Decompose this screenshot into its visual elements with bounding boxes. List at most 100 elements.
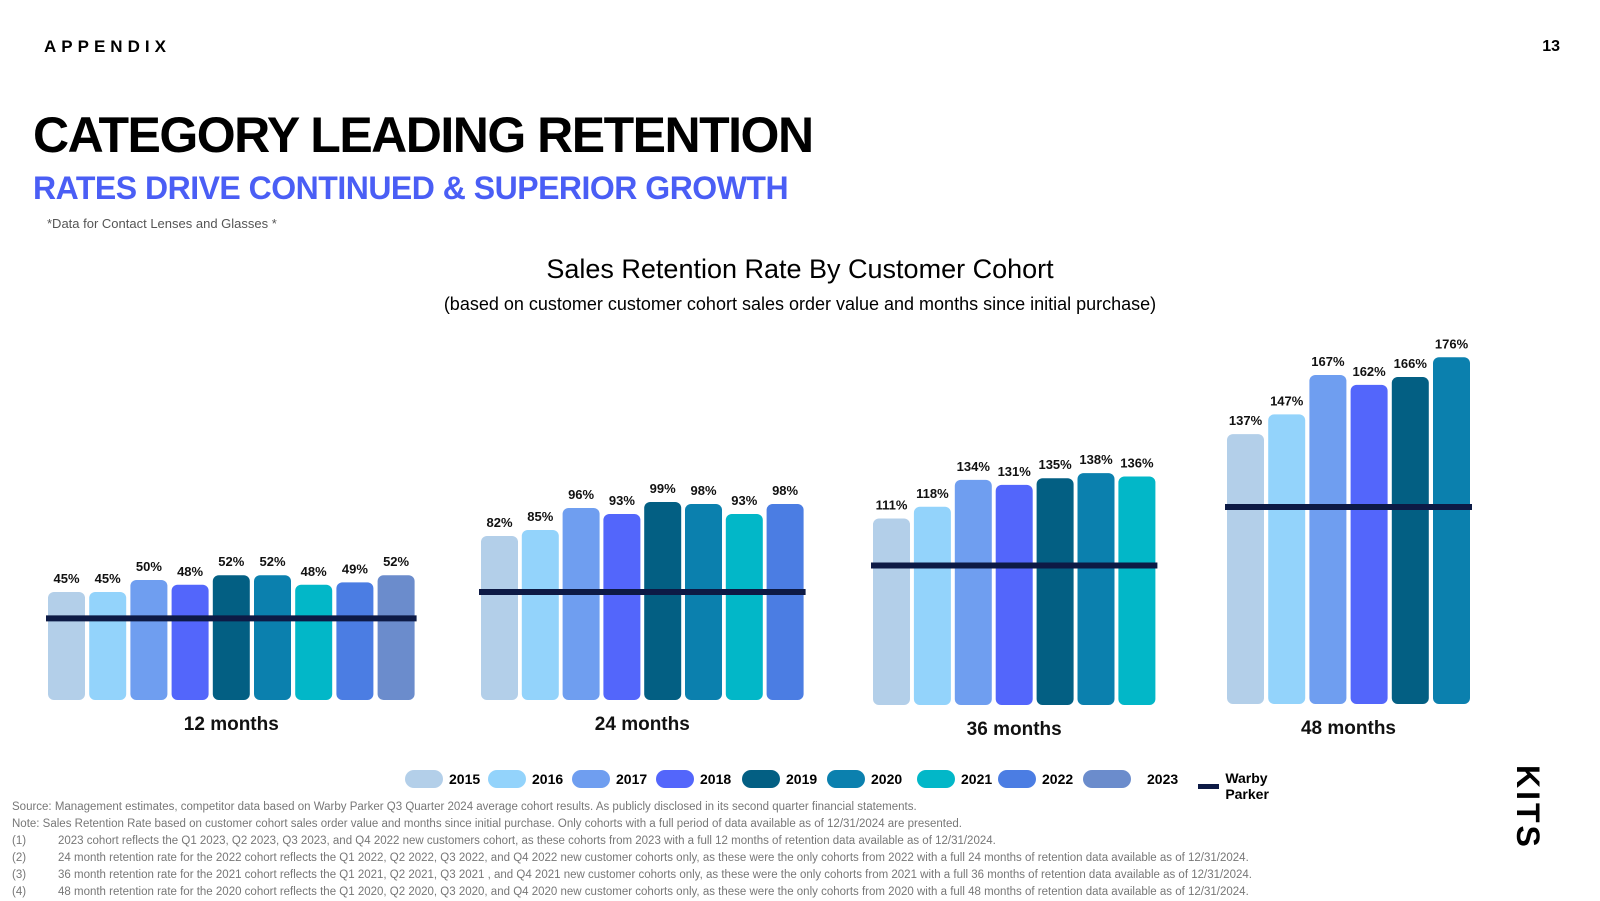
group-label: 24 months xyxy=(595,714,690,735)
footnote-item: (3) 36 month retention rate for the 2021 … xyxy=(12,867,1252,884)
legend-item-2015: 2015 xyxy=(405,770,480,788)
legend-label: 2019 xyxy=(786,771,818,787)
data-label: 98% xyxy=(772,483,798,498)
section-label: APPENDIX xyxy=(44,37,171,56)
bar xyxy=(1077,473,1115,705)
group-label: 12 months xyxy=(184,714,279,735)
footnote-number: (4) xyxy=(12,886,27,898)
data-label: 52% xyxy=(259,554,285,569)
chart-subtitle: (based on customer customer cohort sales… xyxy=(443,294,1157,314)
bar xyxy=(603,514,641,700)
footnote-item: (2) 24 month retention rate for the 2022 … xyxy=(12,850,1252,867)
data-label: 50% xyxy=(136,559,162,574)
legend-label: Warby Parker xyxy=(1225,770,1269,802)
bar xyxy=(1391,376,1429,704)
data-label: 166% xyxy=(1394,356,1428,371)
legend-item-2023: 2023 xyxy=(1083,770,1178,788)
footnote-text: 36 month retention rate for the 2021 coh… xyxy=(58,869,1252,881)
data-label: 49% xyxy=(342,561,368,576)
data-label: 147% xyxy=(1270,393,1304,408)
legend-swatch xyxy=(742,770,780,788)
bar xyxy=(336,582,374,700)
legend-swatch xyxy=(998,770,1036,788)
bar xyxy=(254,575,291,700)
data-label: 167% xyxy=(1311,354,1345,369)
legend-swatch xyxy=(572,770,610,788)
footnote-text: 48 month retention rate for the 2020 coh… xyxy=(58,886,1249,898)
data-label: 45% xyxy=(53,571,79,586)
data-label: 162% xyxy=(1352,364,1386,379)
bar xyxy=(873,518,910,705)
footnote-number: (2) xyxy=(12,852,27,864)
data-label: 85% xyxy=(527,509,553,524)
data-label: 98% xyxy=(690,483,716,498)
legend-item-2020: 2020 xyxy=(827,770,902,788)
bar xyxy=(212,575,250,700)
bar xyxy=(644,502,682,700)
bar xyxy=(295,584,333,700)
bar xyxy=(481,536,518,700)
data-label: 45% xyxy=(95,571,121,586)
bar xyxy=(1350,384,1388,704)
legend-label: 2022 xyxy=(1042,771,1074,787)
data-note: *Data for Contact Lenses and Glasses * xyxy=(47,216,277,231)
bar xyxy=(954,479,992,705)
page-number: 13 xyxy=(1542,38,1560,55)
legend-item-2017: 2017 xyxy=(572,770,647,788)
group-label: 48 months xyxy=(1301,718,1396,739)
legend-line-swatch xyxy=(1198,783,1220,789)
legend-label: 2021 xyxy=(961,771,993,787)
footnotes: Source: Management estimates, competitor… xyxy=(12,799,1252,901)
bar xyxy=(89,592,127,700)
footnote-number: (1) xyxy=(12,835,27,847)
data-label: 99% xyxy=(650,481,676,496)
bar xyxy=(1309,375,1347,704)
bar xyxy=(685,504,722,700)
data-label: 135% xyxy=(1038,457,1072,472)
bar xyxy=(377,575,415,700)
legend-item-2022: 2022 xyxy=(998,770,1073,788)
data-label: 118% xyxy=(916,486,949,501)
kits-logo: KITS xyxy=(1510,765,1546,850)
data-label: 176% xyxy=(1435,336,1469,351)
bar xyxy=(1433,357,1470,704)
bar xyxy=(766,504,804,700)
legend-swatch xyxy=(827,770,865,788)
legend-item-2016: 2016 xyxy=(488,770,563,788)
data-label: 48% xyxy=(301,564,327,579)
bar xyxy=(1227,434,1264,704)
bar xyxy=(130,580,168,700)
data-label: 134% xyxy=(957,459,991,474)
footnote-text: 2023 cohort reflects the Q1 2023, Q2 202… xyxy=(58,835,996,847)
bar xyxy=(1118,476,1156,705)
legend-item-2019: 2019 xyxy=(742,770,817,788)
bar xyxy=(521,530,559,700)
data-label: 137% xyxy=(1229,413,1263,428)
legend-item-2018: 2018 xyxy=(656,770,731,788)
footnote-number: (3) xyxy=(12,869,27,881)
legend-item-warby-parker: Warby Parker xyxy=(1198,770,1282,802)
bar xyxy=(48,592,85,700)
bar xyxy=(913,506,951,705)
data-label: 138% xyxy=(1079,452,1113,467)
chart-title: Sales Retention Rate By Customer Cohort xyxy=(546,254,1054,284)
legend-swatch xyxy=(488,770,526,788)
legend-swatch xyxy=(656,770,694,788)
bar xyxy=(995,484,1033,705)
legend-label: 2016 xyxy=(532,771,564,787)
legend-label: 2017 xyxy=(616,771,648,787)
footnote-text: 24 month retention rate for the 2022 coh… xyxy=(58,852,1249,864)
data-label: 131% xyxy=(998,464,1032,479)
data-label: 82% xyxy=(486,515,512,530)
page-subtitle: RATES DRIVE CONTINUED & SUPERIOR GROWTH xyxy=(33,170,789,206)
legend-label: 2023 xyxy=(1147,771,1179,787)
data-label: 111% xyxy=(876,498,908,513)
bar xyxy=(1268,414,1306,704)
data-label: 93% xyxy=(609,493,635,508)
data-label: 52% xyxy=(383,554,409,569)
footnote-source: Source: Management estimates, competitor… xyxy=(12,801,917,813)
data-label: 93% xyxy=(731,493,757,508)
group-label: 36 months xyxy=(967,719,1062,740)
legend-label: 2018 xyxy=(700,771,732,787)
